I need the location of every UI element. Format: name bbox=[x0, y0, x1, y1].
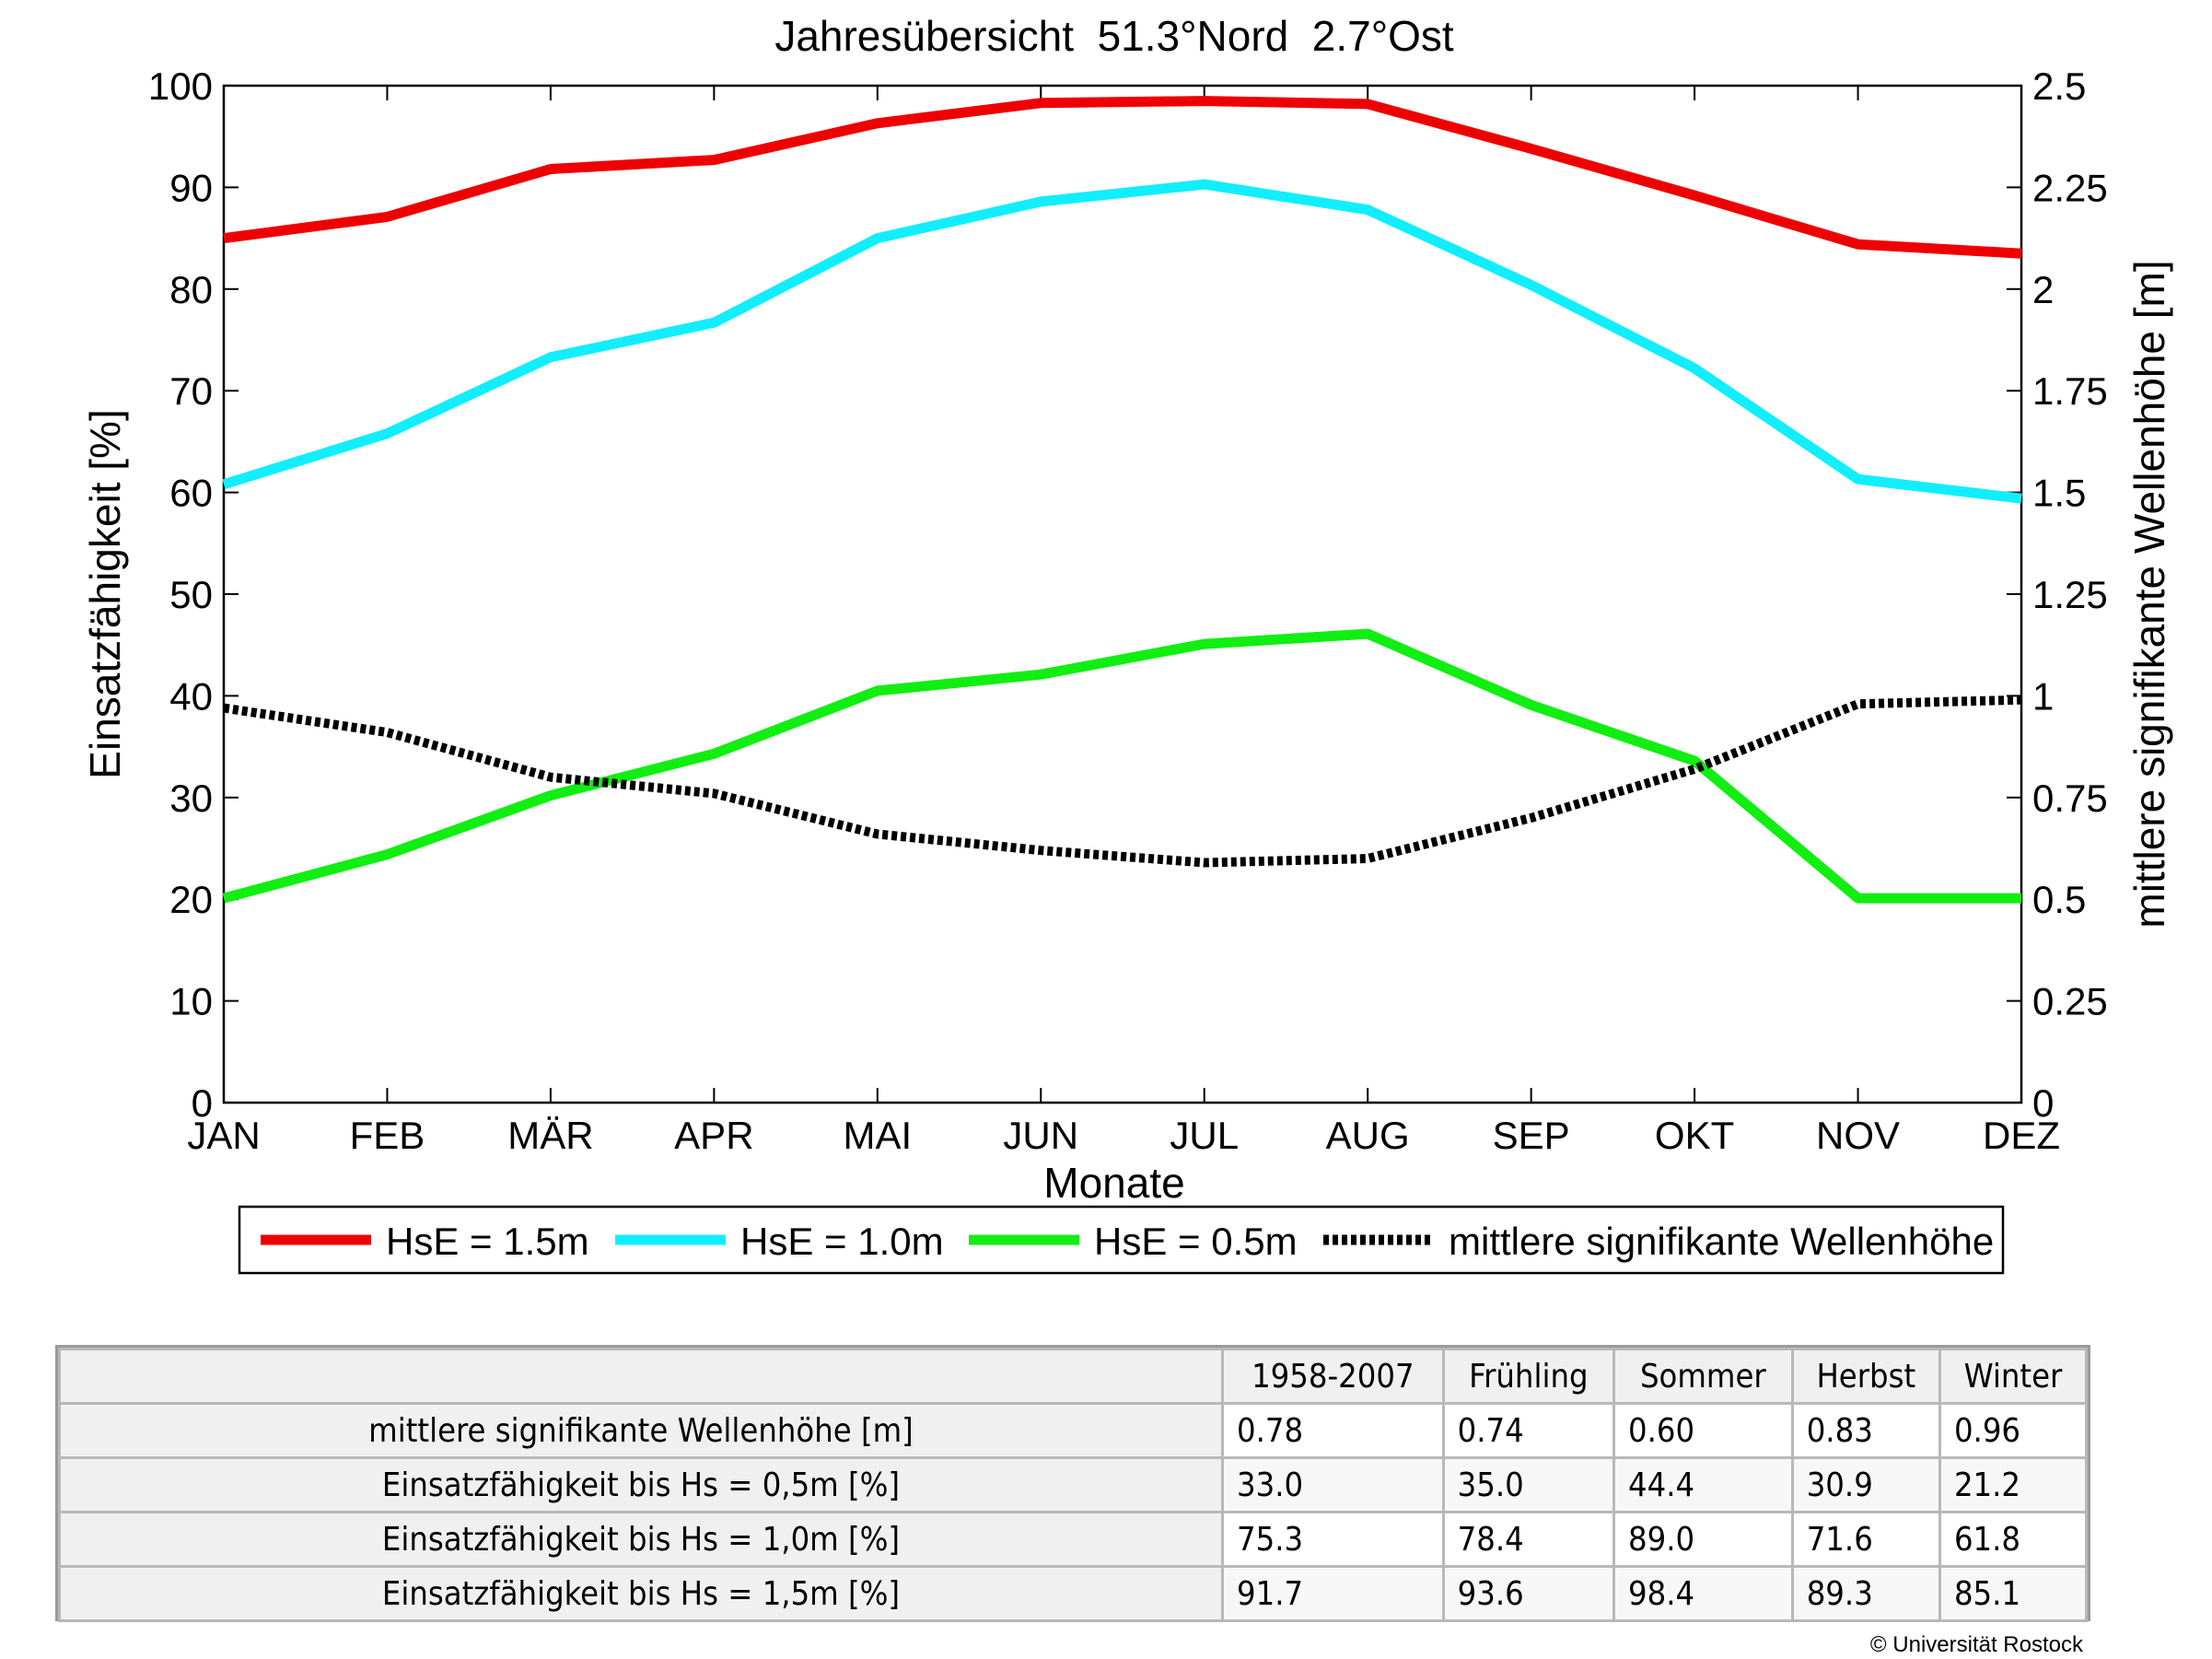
y-tick-label-right: 2 bbox=[2032, 268, 2054, 311]
y-tick-label-left: 80 bbox=[169, 268, 213, 311]
y-tick-label-right: 0.75 bbox=[2032, 777, 2108, 820]
x-tick-label: APR bbox=[674, 1114, 753, 1157]
x-tick-label: MÄR bbox=[507, 1114, 593, 1157]
x-tick-label: JUL bbox=[1170, 1114, 1239, 1157]
y-tick-label-left: 0 bbox=[192, 1081, 213, 1125]
plot-frame bbox=[222, 84, 2023, 1104]
row-label: Einsatzfähigkeit bis Hs = 1,5m [%] bbox=[58, 1565, 1224, 1622]
statistics-table-container: 1958-2007 Frühling Sommer Herbst Winter … bbox=[55, 1345, 2090, 1622]
y-tick-label-right: 1.25 bbox=[2032, 573, 2108, 616]
y-tick-label-left: 60 bbox=[169, 472, 213, 515]
row-label: Einsatzfähigkeit bis Hs = 0,5m [%] bbox=[58, 1456, 1224, 1513]
x-tick-label: AUG bbox=[1326, 1114, 1410, 1157]
y-tick-label-left: 70 bbox=[169, 369, 213, 413]
series-line-2 bbox=[222, 628, 2021, 904]
table-header-autumn: Herbst bbox=[1790, 1348, 1941, 1405]
table-cell: 61.8 bbox=[1938, 1511, 2089, 1568]
table-header-winter: Winter bbox=[1938, 1348, 2089, 1405]
table-cell: 93.6 bbox=[1441, 1565, 1616, 1622]
table-header-spring: Frühling bbox=[1441, 1348, 1616, 1405]
y-tick-label-right: 0.25 bbox=[2032, 980, 2108, 1023]
statistics-table: 1958-2007 Frühling Sommer Herbst Winter … bbox=[58, 1348, 2089, 1622]
legend-label: HsE = 1.0m bbox=[740, 1220, 944, 1263]
legend-box bbox=[238, 1205, 2005, 1275]
table-cell: 89.3 bbox=[1790, 1565, 1941, 1622]
table-header-corner bbox=[58, 1348, 1224, 1405]
x-tick-label: JUN bbox=[1003, 1114, 1078, 1157]
table-cell: 78.4 bbox=[1441, 1511, 1616, 1568]
table-cell: 0.96 bbox=[1938, 1402, 2089, 1459]
table-row: mittlere signifikante Wellenhöhe [m] 0.7… bbox=[58, 1402, 2089, 1459]
y-tick-label-left: 40 bbox=[169, 674, 213, 718]
y-tick-label-right: 0.5 bbox=[2032, 878, 2086, 921]
x-tick-label: OKT bbox=[1655, 1114, 1734, 1157]
table-cell: 71.6 bbox=[1790, 1511, 1941, 1568]
series-layer bbox=[222, 96, 2022, 904]
copyright-notice: © Universität Rostock bbox=[1869, 1632, 2083, 1657]
x-tick-label: SEP bbox=[1493, 1114, 1570, 1157]
series-line-3 bbox=[223, 695, 2022, 868]
table-row: Einsatzfähigkeit bis Hs = 1,0m [%] 75.3 … bbox=[58, 1511, 2089, 1568]
y-tick-label-right: 1 bbox=[2032, 674, 2054, 718]
series-line-0 bbox=[223, 96, 2022, 259]
table-cell: 75.3 bbox=[1221, 1511, 1445, 1568]
table-cell: 44.4 bbox=[1612, 1456, 1794, 1513]
y-tick-label-left: 100 bbox=[148, 64, 213, 108]
legend-label: mittlere signifikante Wellenhöhe bbox=[1449, 1220, 1994, 1263]
x-tick-label: FEB bbox=[350, 1114, 425, 1157]
table-cell: 0.74 bbox=[1441, 1402, 1616, 1459]
y-tick-label-left: 10 bbox=[169, 980, 213, 1023]
table-cell: 21.2 bbox=[1938, 1456, 2089, 1513]
y-tick-label-right: 2.5 bbox=[2032, 64, 2086, 108]
y-tick-label-right: 1.75 bbox=[2032, 369, 2108, 413]
x-tick-label: MAI bbox=[843, 1114, 912, 1157]
y-tick-label-left: 50 bbox=[169, 573, 213, 616]
y-tick-label-left: 30 bbox=[169, 777, 213, 820]
table-row: Einsatzfähigkeit bis Hs = 1,5m [%] 91.7 … bbox=[58, 1565, 2089, 1622]
series-line-1 bbox=[222, 179, 2022, 504]
x-tick-label: DEZ bbox=[1983, 1114, 2060, 1157]
table-cell: 85.1 bbox=[1938, 1565, 2089, 1622]
y-tick-label-right: 2.25 bbox=[2032, 166, 2108, 209]
table-header-row: 1958-2007 Frühling Sommer Herbst Winter bbox=[58, 1348, 2089, 1405]
row-label: Einsatzfähigkeit bis Hs = 1,0m [%] bbox=[58, 1511, 1224, 1568]
legend-label: HsE = 1.5m bbox=[386, 1220, 589, 1263]
table-row: Einsatzfähigkeit bis Hs = 0,5m [%] 33.0 … bbox=[58, 1456, 2089, 1513]
table-cell: 35.0 bbox=[1441, 1456, 1616, 1513]
x-tick-label: NOV bbox=[1816, 1114, 1900, 1157]
y-tick-label-left: 90 bbox=[169, 166, 213, 209]
table-cell: 0.60 bbox=[1612, 1402, 1794, 1459]
y-tick-label-right: 0 bbox=[2032, 1081, 2054, 1125]
table-header-summer: Sommer bbox=[1612, 1348, 1794, 1405]
y-tick-label-left: 20 bbox=[169, 878, 213, 921]
x-axis-label: Monate bbox=[1043, 1159, 1184, 1207]
axes: JAN FEB MÄR APR MAI JUN JUL AUG SEP OKT NOV DEZ0102… bbox=[148, 64, 2108, 1157]
y-axis-label-right: mittlere signifikante Wellenhöhe [m] bbox=[2125, 260, 2173, 928]
row-label: mittlere signifikante Wellenhöhe [m] bbox=[58, 1402, 1224, 1459]
y-tick-label-right: 1.5 bbox=[2032, 472, 2086, 515]
table-cell: 91.7 bbox=[1221, 1565, 1445, 1622]
chart-title: Jahresübersicht 51.3°Nord 2.7°Ost bbox=[774, 12, 1454, 60]
table-cell: 0.83 bbox=[1790, 1402, 1941, 1459]
legend: HsE = 1.5m HsE = 1.0m HsE = 0.5m mittlere s… bbox=[238, 1205, 2005, 1275]
table-header-period: 1958-2007 bbox=[1221, 1348, 1445, 1405]
table-cell: 89.0 bbox=[1612, 1511, 1794, 1568]
y-axis-label-left: Einsatzfähigkeit [%] bbox=[81, 409, 129, 778]
table-cell: 0.78 bbox=[1221, 1402, 1445, 1459]
table-cell: 98.4 bbox=[1612, 1565, 1794, 1622]
x-tick-label: JAN bbox=[187, 1114, 260, 1157]
table-cell: 33.0 bbox=[1221, 1456, 1445, 1513]
table-cell: 30.9 bbox=[1790, 1456, 1941, 1513]
legend-label: HsE = 0.5m bbox=[1094, 1220, 1298, 1263]
wave-height-chart: Jahresübersicht 51.3°Nord 2.7°Ost JAN FEB… bbox=[81, 12, 2173, 1275]
